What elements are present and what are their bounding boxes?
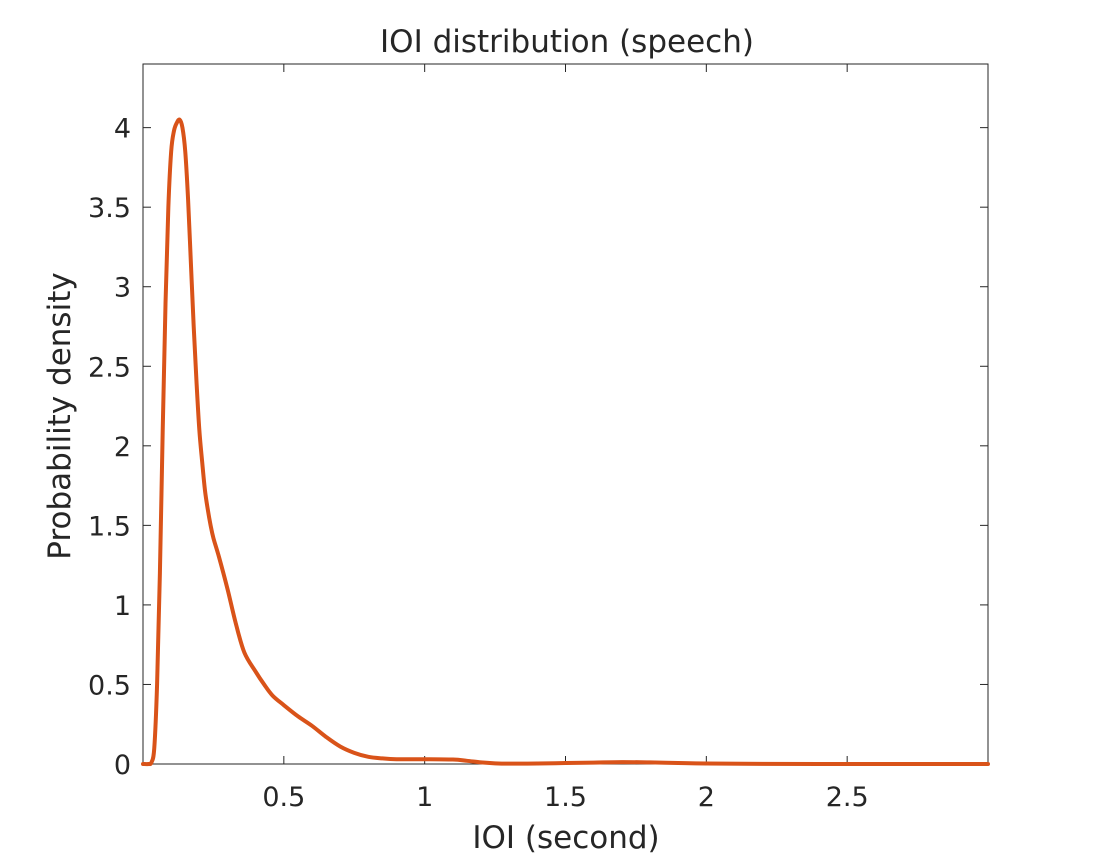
x-tick-label: 2 — [698, 782, 715, 813]
density-curve — [141, 117, 990, 767]
y-tick-label: 0.5 — [88, 670, 131, 701]
x-tick-label: 2.5 — [826, 782, 869, 813]
tick-labels: 0.5 1 1.5 2 2.5 0 0.5 1 1.5 2 2.5 3 3.5 4 — [88, 114, 869, 813]
y-tick-label: 0 — [114, 750, 131, 781]
x-tick-label: 1.5 — [544, 782, 587, 813]
x-axis-label: IOI (second) — [472, 820, 659, 856]
y-tick-label: 3.5 — [88, 193, 131, 224]
y-axis-label: Probability density — [42, 272, 78, 559]
x-tick-label: 0.5 — [262, 782, 305, 813]
y-tick-label: 1 — [114, 591, 131, 622]
y-tick-label: 1.5 — [88, 511, 131, 542]
y-tick-label: 3 — [114, 273, 131, 304]
y-tick-label: 2.5 — [88, 352, 131, 383]
data-series — [141, 117, 990, 767]
y-tick-label: 4 — [114, 114, 131, 145]
x-tick-label: 1 — [416, 782, 433, 813]
chart-title: IOI distribution (speech) — [380, 24, 754, 60]
y-tick-label: 2 — [114, 432, 131, 463]
